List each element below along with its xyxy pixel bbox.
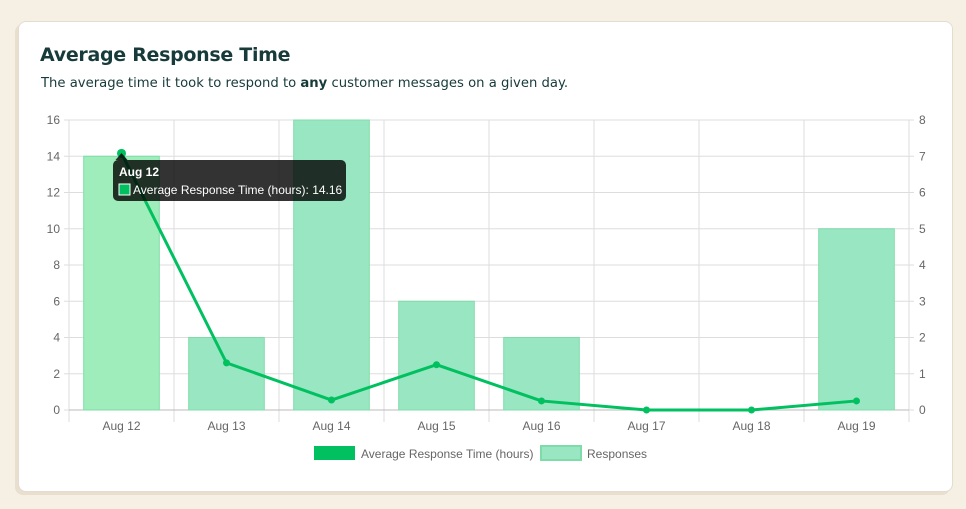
x-axis-tick-label: Aug 17 xyxy=(627,419,665,433)
responses-bar[interactable] xyxy=(188,337,265,411)
tooltip-caret xyxy=(115,153,128,160)
left-axis-tick-label: 2 xyxy=(53,367,60,381)
right-axis-tick-label: 1 xyxy=(919,367,926,381)
responses-bar[interactable] xyxy=(818,228,895,411)
left-axis-tick-label: 10 xyxy=(47,222,61,236)
chart-subtitle: The average time it took to respond to a… xyxy=(41,76,568,91)
right-axis-tick-label: 3 xyxy=(919,294,926,308)
left-axis-tick-label: 0 xyxy=(53,403,60,417)
right-axis-tick-label: 6 xyxy=(919,186,926,200)
x-axis-tick-label: Aug 12 xyxy=(102,419,140,433)
legend-swatch-line xyxy=(314,446,355,460)
left-axis-tick-label: 6 xyxy=(53,294,60,308)
tooltip-box xyxy=(113,160,346,201)
x-axis-tick-label: Aug 16 xyxy=(522,419,560,433)
response-time-point[interactable] xyxy=(433,361,440,369)
left-axis-tick-label: 4 xyxy=(53,331,60,345)
tooltip-label: Average Response Time (hours): 14.16 xyxy=(133,183,343,197)
right-axis-tick-label: 5 xyxy=(919,222,926,236)
response-time-point[interactable] xyxy=(853,397,860,405)
chart-legend: Average Response Time (hours) Responses xyxy=(314,445,647,461)
legend-label: Average Response Time (hours) xyxy=(361,447,534,461)
response-time-point[interactable] xyxy=(748,406,755,414)
subtitle-emphasis: any xyxy=(300,76,328,91)
response-time-point[interactable] xyxy=(223,359,230,367)
responses-bar[interactable] xyxy=(398,300,475,411)
right-axis-tick-label: 2 xyxy=(919,331,926,345)
right-axis-tick-label: 4 xyxy=(919,258,926,272)
legend-item-responses[interactable]: Responses xyxy=(540,445,647,461)
x-axis-tick-label: Aug 18 xyxy=(732,419,770,433)
left-axis-tick-label: 16 xyxy=(47,113,61,127)
left-axis-tick-label: 12 xyxy=(47,186,61,200)
right-axis-tick-label: 7 xyxy=(919,149,926,163)
right-axis-tick-label: 0 xyxy=(919,403,926,417)
left-axis-tick-label: 14 xyxy=(47,149,61,163)
response-time-point[interactable] xyxy=(538,397,545,405)
x-axis-tick-label: Aug 15 xyxy=(417,419,455,433)
x-axis-tick-label: Aug 19 xyxy=(837,419,875,433)
x-axis-tick-label: Aug 13 xyxy=(207,419,245,433)
subtitle-text-after: customer messages on a given day. xyxy=(327,76,569,91)
tooltip-title: Aug 12 xyxy=(119,165,159,179)
chart-tooltip: Aug 12 Average Response Time (hours): 14.… xyxy=(113,153,346,201)
legend-item-response-time[interactable]: Average Response Time (hours) xyxy=(314,446,534,461)
response-time-line xyxy=(120,152,857,412)
right-axis-tick-label: 8 xyxy=(919,113,926,127)
subtitle-text-before: The average time it took to respond to xyxy=(41,76,301,91)
response-time-point[interactable] xyxy=(328,396,335,404)
legend-swatch-bar xyxy=(540,445,582,461)
tooltip-swatch xyxy=(118,183,131,196)
legend-label: Responses xyxy=(587,447,647,461)
chart-title: Average Response Time xyxy=(40,44,291,66)
left-axis-tick-label: 8 xyxy=(53,258,60,272)
x-axis-tick-label: Aug 14 xyxy=(312,419,350,433)
response-time-point[interactable] xyxy=(643,406,650,414)
